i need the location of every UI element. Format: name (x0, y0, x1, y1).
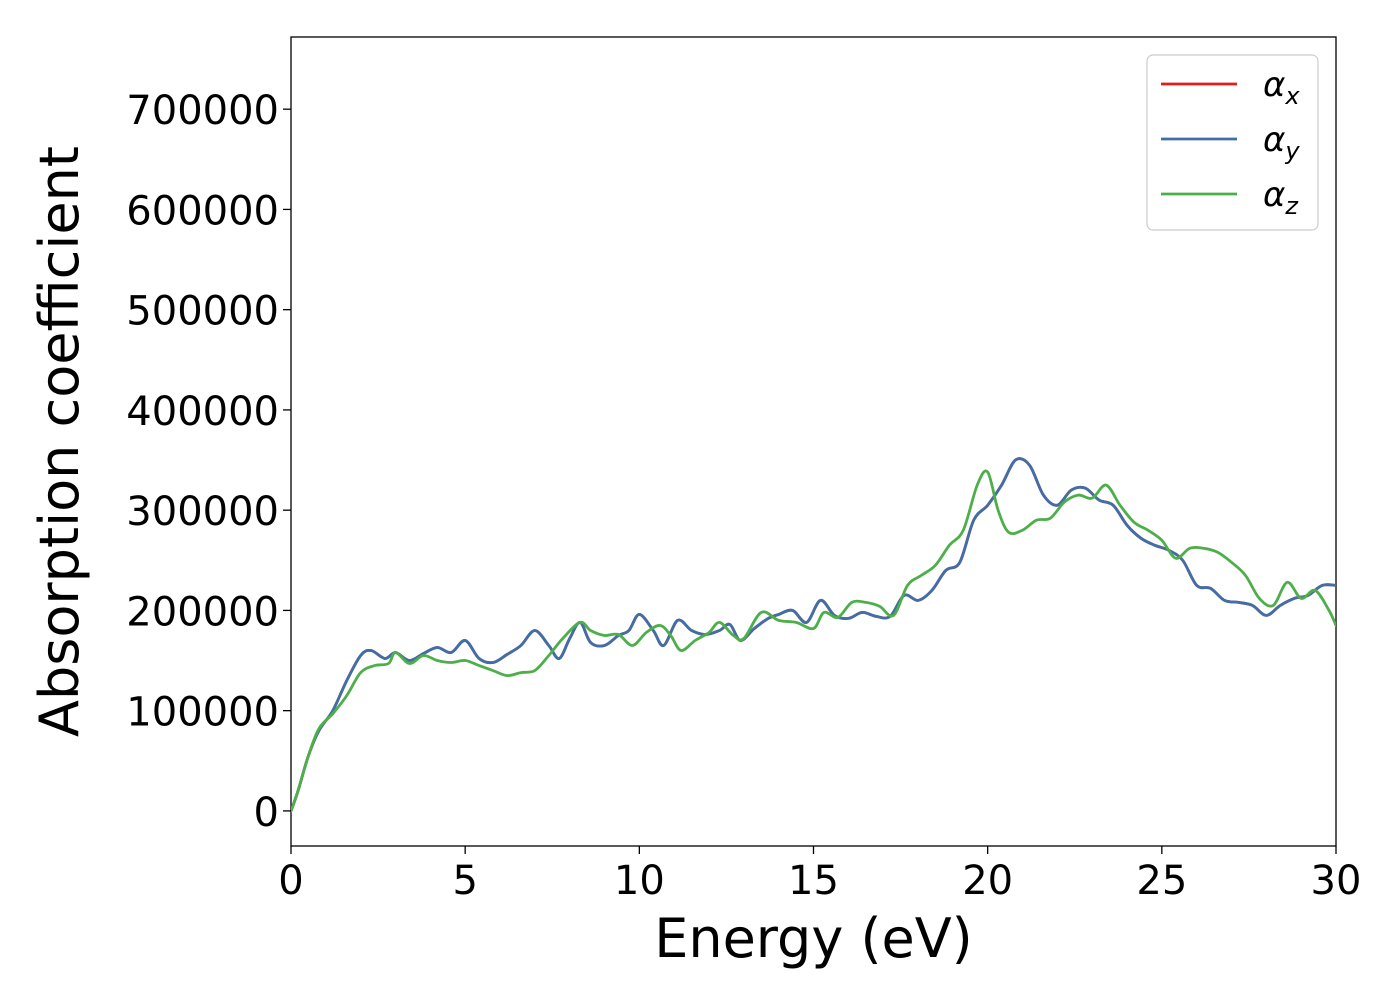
x-tick-label: 10 (614, 858, 665, 904)
legend-label-x: αx (1263, 65, 1300, 110)
y-tick-label: 0 (254, 790, 279, 836)
x-tick-label: 0 (278, 858, 303, 904)
y-axis-ticks: 0 100000 200000 300000 400000 500000 600000 700… (126, 88, 291, 836)
x-tick-label: 30 (1311, 858, 1362, 904)
x-axis-ticks: 0 5 10 15 20 25 30 (278, 846, 1361, 904)
y-tick-label: 400000 (126, 389, 279, 435)
y-tick-label: 200000 (126, 589, 279, 635)
x-axis-title: Energy (eV) (654, 907, 973, 970)
x-tick-label: 25 (1136, 858, 1187, 904)
legend: αx αy αz (1146, 54, 1319, 231)
y-tick-label: 300000 (126, 489, 279, 535)
legend-label-z: αz (1263, 175, 1299, 220)
y-tick-label: 600000 (126, 188, 279, 234)
x-tick-label: 20 (962, 858, 1013, 904)
y-tick-label: 100000 (126, 690, 279, 736)
x-tick-label: 15 (788, 858, 839, 904)
series-layer (291, 457, 1336, 813)
series-line-y (291, 457, 1336, 813)
x-tick-label: 5 (452, 858, 477, 904)
legend-box (1146, 54, 1319, 231)
y-tick-label: 700000 (126, 88, 279, 134)
y-axis-title: Absorption coefficient (28, 146, 91, 737)
legend-label-y: αy (1263, 120, 1300, 165)
series-line-z (291, 469, 1336, 813)
y-tick-label: 500000 (126, 289, 279, 335)
